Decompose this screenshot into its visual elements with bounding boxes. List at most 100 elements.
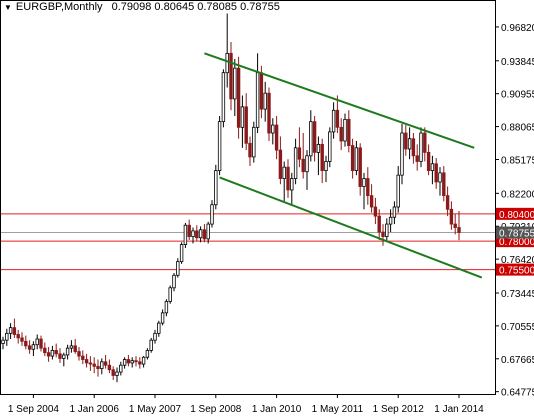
candle-body — [164, 301, 169, 314]
current-price-tag-bg — [496, 226, 534, 239]
candle-body — [172, 274, 176, 289]
candle-body — [217, 121, 222, 171]
candle-body — [119, 364, 123, 373]
low-value: 0.78085 — [197, 1, 238, 13]
price-axis: 0.96820 0.93845 0.90955 0.88065 0.85175 0.822… — [495, 23, 534, 399]
candle-body — [369, 195, 374, 208]
candle-body — [1, 339, 5, 344]
candle-body — [122, 359, 127, 366]
channel-trendline — [204, 52, 475, 149]
candle-body — [419, 132, 423, 162]
candle-body — [65, 347, 70, 356]
candle-body — [183, 224, 188, 245]
candle-body — [282, 166, 286, 179]
candle-body — [84, 359, 89, 364]
candle-body — [20, 337, 24, 342]
price-tick-label: 0.76420 — [501, 255, 534, 266]
candle-body — [115, 371, 119, 376]
candle-body — [8, 327, 13, 334]
candle-body — [449, 208, 454, 225]
candle-body — [27, 345, 32, 350]
candle-body — [69, 345, 74, 349]
price-tick-label: 0.96820 — [501, 23, 534, 34]
candle-body — [12, 327, 17, 335]
candle-body — [442, 172, 446, 197]
candle-body — [157, 322, 161, 334]
time-tick-label: 1 Sep 2004 — [8, 404, 60, 415]
time-tick-label: 1 Jan 2014 — [434, 404, 484, 415]
candle-body — [54, 350, 58, 355]
candle-body — [111, 369, 115, 376]
candle-body — [438, 172, 442, 183]
channel-trendline — [219, 176, 483, 279]
candle-body — [138, 361, 142, 365]
level-tag-text: 0.75500 — [499, 266, 534, 277]
candle-body — [347, 118, 351, 146]
candle-body — [107, 364, 112, 371]
candle-body — [453, 223, 457, 228]
candle-body — [271, 124, 275, 134]
candle-body — [168, 287, 172, 302]
symbol-label: EURGBP,Monthly — [15, 1, 103, 13]
candle-body — [153, 332, 157, 341]
candle-body — [179, 244, 184, 263]
candles-layer — [1, 13, 461, 383]
candle-body — [229, 52, 233, 100]
candle-body — [187, 224, 191, 237]
price-tick-label: 0.64775 — [501, 388, 534, 399]
time-tick-label: 1 Sep 2012 — [373, 404, 425, 415]
candle-body — [263, 92, 267, 110]
high-value: 0.80645 — [154, 1, 195, 13]
candle-body — [225, 52, 229, 74]
price-tick-label: 0.67665 — [501, 355, 534, 366]
candle-body — [35, 338, 39, 346]
candle-body — [259, 72, 264, 110]
candle-body — [373, 206, 378, 217]
candle-body — [240, 106, 245, 128]
price-tick-label: 0.88065 — [501, 123, 534, 134]
candle-body — [404, 132, 408, 150]
trendlines-layer — [204, 52, 483, 279]
candle-body — [255, 72, 260, 128]
candle-body — [274, 124, 279, 151]
candle-body — [343, 118, 347, 142]
candle-body — [320, 144, 324, 171]
candle-body — [176, 261, 180, 276]
candle-body — [5, 332, 9, 341]
candle-body — [130, 360, 134, 364]
candle-body — [50, 350, 55, 357]
candle-body — [141, 356, 146, 365]
candle-body — [415, 155, 419, 162]
candle-body — [290, 178, 294, 191]
time-tick-label: 1 May 2007 — [129, 404, 182, 415]
candle-body — [81, 355, 85, 360]
candle-body — [24, 340, 28, 347]
candle-body — [195, 230, 199, 239]
time-tick-label: 1 Sep 2008 — [190, 404, 242, 415]
candle-body — [350, 145, 355, 171]
price-tick-label: 0.70555 — [501, 322, 534, 333]
candle-body — [293, 147, 298, 179]
candle-body — [267, 92, 271, 134]
candle-body — [354, 147, 359, 171]
candle-body — [77, 351, 81, 357]
price-tick-label: 0.85175 — [501, 155, 534, 166]
candle-body — [297, 147, 302, 160]
candle-body — [43, 347, 47, 354]
candle-body — [73, 345, 77, 352]
close-value: 0.78755 — [240, 1, 280, 13]
candle-body — [103, 361, 108, 366]
candle-body — [16, 334, 20, 339]
candle-body — [252, 126, 256, 158]
candle-body — [236, 67, 241, 128]
price-tick-label: 0.82200 — [501, 189, 534, 200]
horizontal-levels-layer — [1, 213, 495, 271]
candle-body — [392, 206, 397, 218]
candle-body — [312, 121, 317, 153]
candle-body — [31, 344, 36, 350]
candle-body — [400, 132, 404, 176]
candle-body — [278, 149, 283, 179]
candle-body — [381, 231, 385, 237]
